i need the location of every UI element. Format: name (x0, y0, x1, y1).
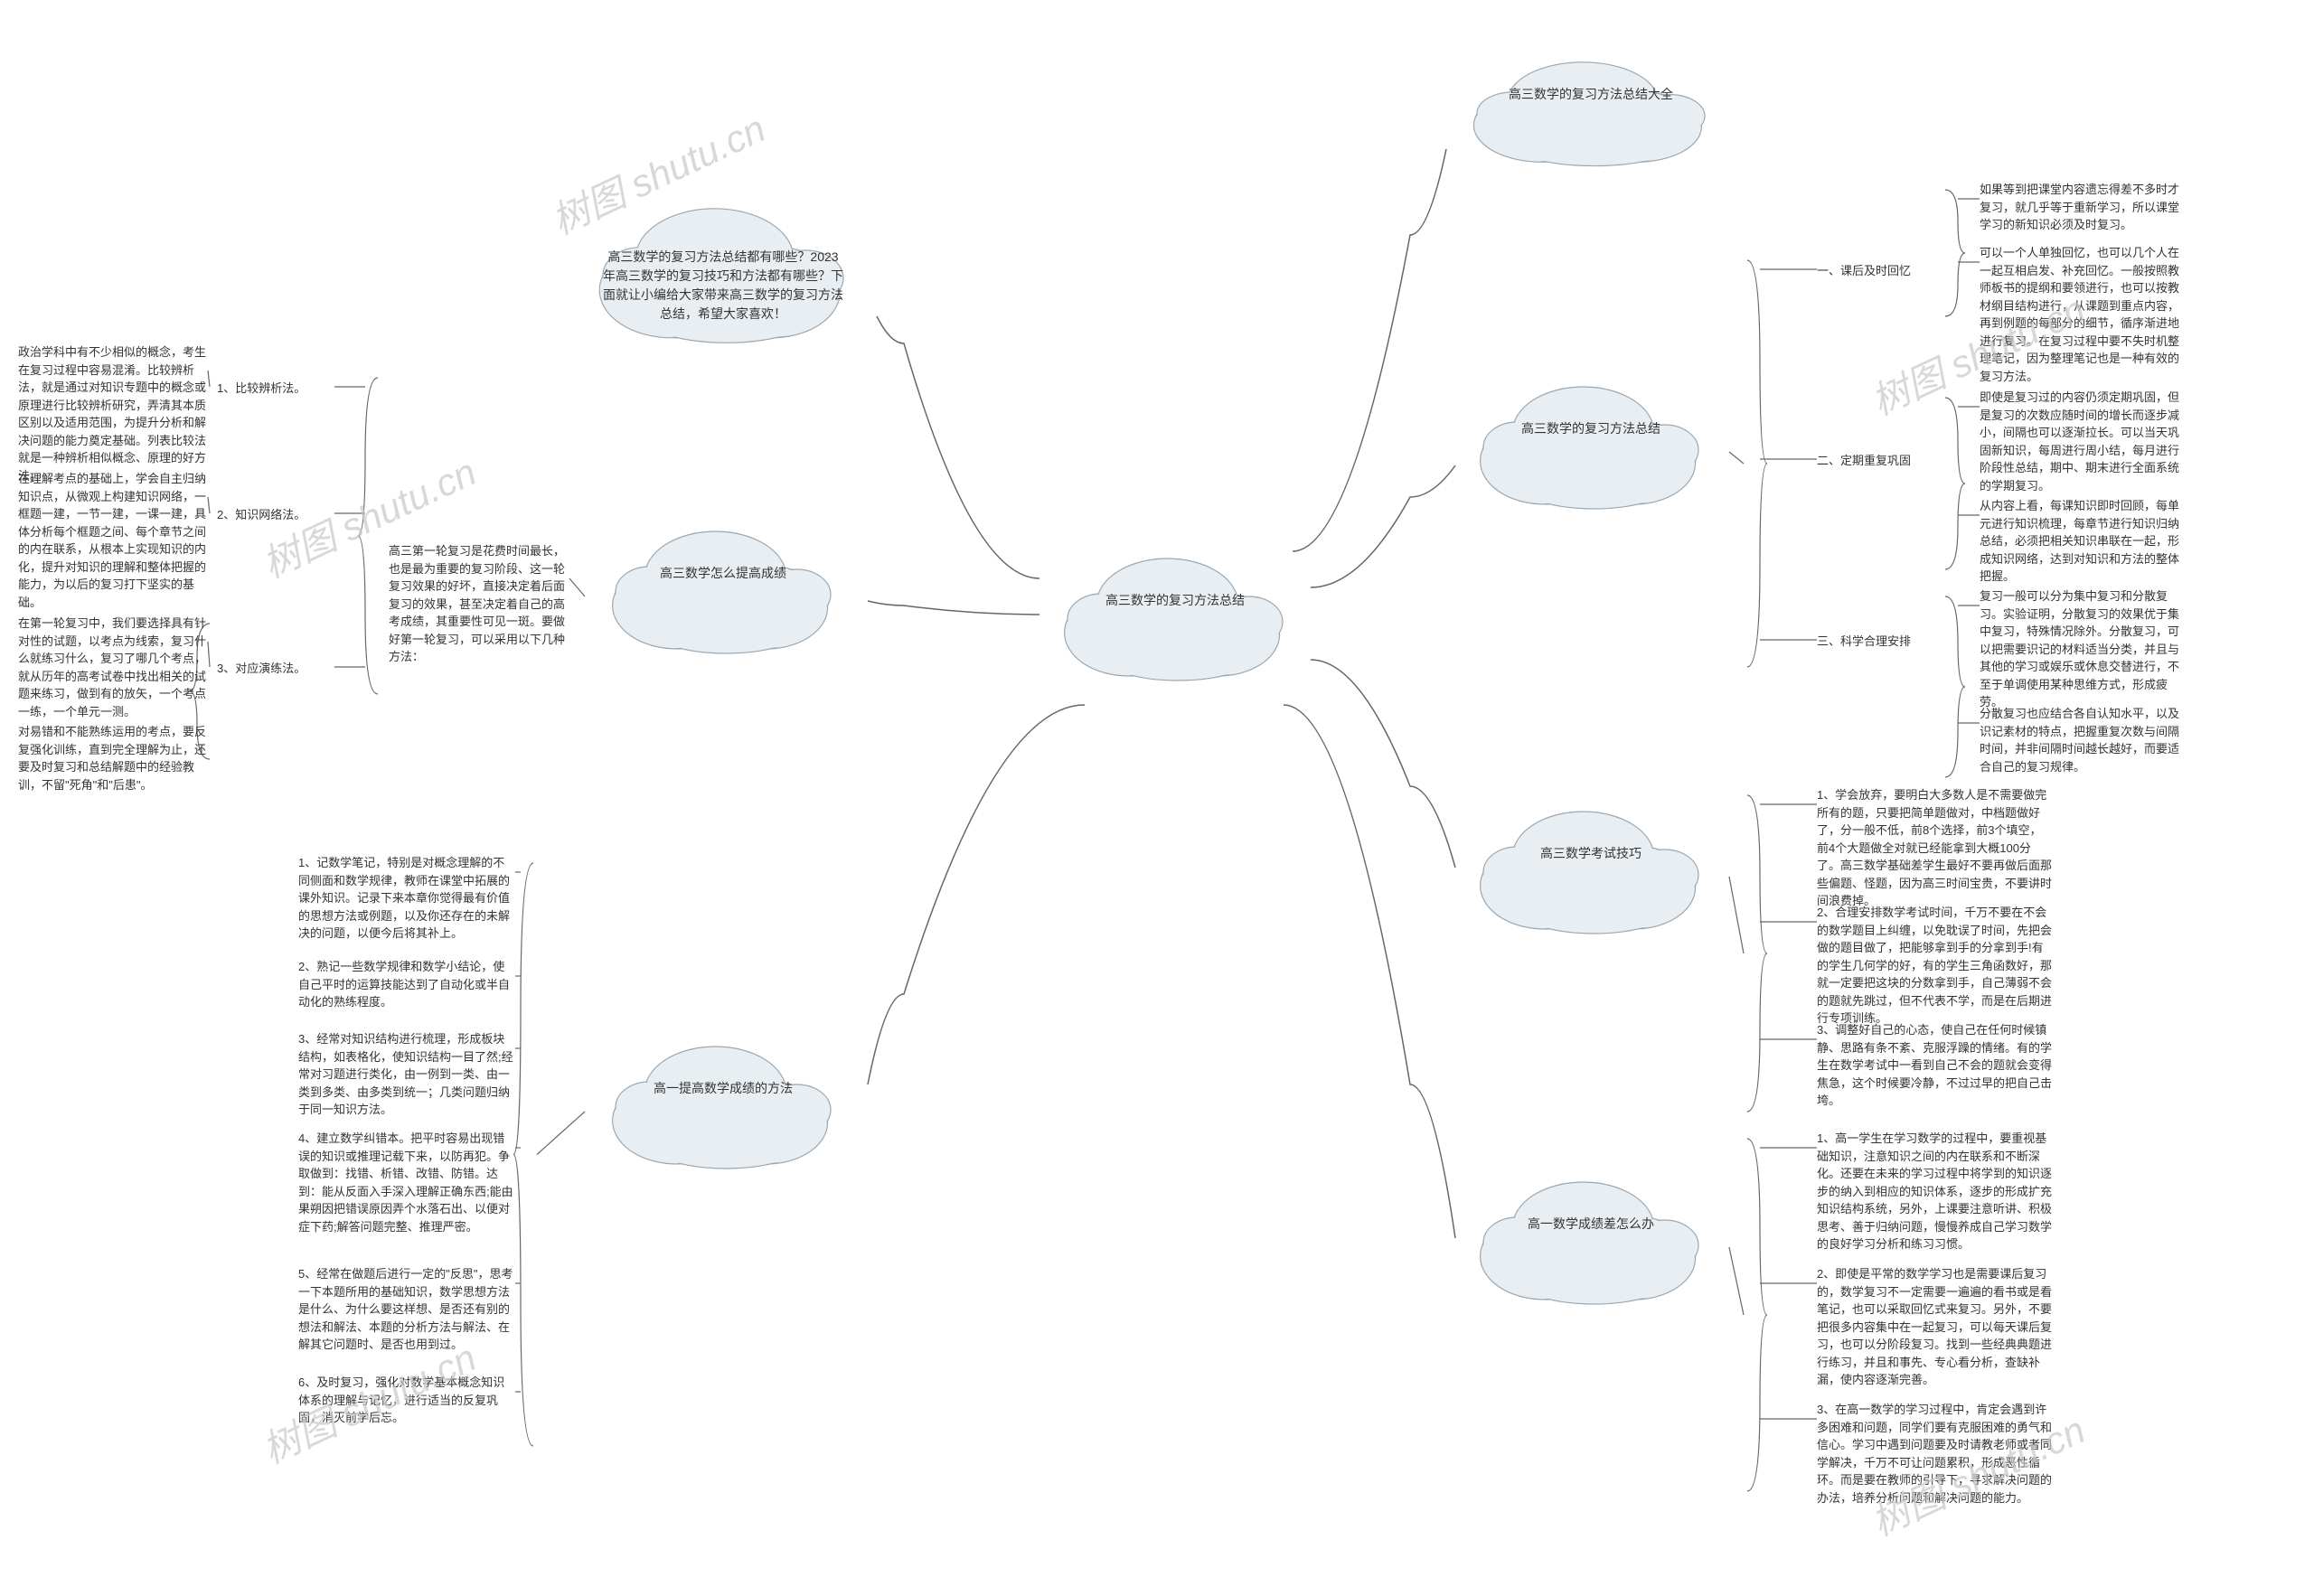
text-node: 高三数学的复习方法总结 (1068, 591, 1283, 610)
text-node: 复习一般可以分为集中复习和分散复习。实验证明，分散复习的效果优于集中复习，特殊情… (1980, 587, 2187, 711)
cloud-node (1481, 387, 1698, 509)
text-node: 3、在高一数学的学习过程中，肯定会遇到许多困难和问题，同学们要有克服困难的勇气和… (1817, 1401, 2052, 1507)
text-node: 高三数学的复习方法总结大全 (1477, 85, 1705, 104)
cloud-node (1481, 812, 1698, 934)
text-node: 在第一轮复习中，我们要选择具有针对性的试题，以考点为线索，复习什么就练习什么，复… (18, 615, 208, 720)
text-node: 一、课后及时回忆 (1817, 262, 1934, 280)
text-node: 3、经常对知识结构进行梳理，形成板块结构，如表格化，使知识结构一目了然;经常对习… (298, 1030, 515, 1119)
text-node: 政治学科中有不少相似的概念，考生在复习过程中容易混淆。比较辨析法，就是通过对知识… (18, 343, 208, 484)
text-node: 可以一个人单独回忆，也可以几个人在一起互相启发、补充回忆。一般按照教师板书的提纲… (1980, 244, 2187, 385)
text-node: 1、学会放弃，要明白大多数人是不需要做完所有的题，只要把简单题做对，中档题做好了… (1817, 786, 2052, 910)
text-node: 2、熟记一些数学规律和数学小结论，使自己平时的运算技能达到了自动化或半自动化的熟… (298, 958, 515, 1011)
cloud-node (1065, 559, 1283, 681)
text-node: 高一数学成绩差怎么办 (1483, 1215, 1698, 1234)
text-node: 高三数学考试技巧 (1483, 844, 1698, 863)
text-node: 6、及时复习，强化对数学基本概念知识体系的理解与记忆，进行适当的反复巩固，消灭前… (298, 1374, 515, 1427)
text-node: 1、比较辨析法。 (217, 380, 334, 398)
text-node: 3、调整好自己的心态，使自己在任何时候镇静、思路有条不紊、克服浮躁的情绪。有的学… (1817, 1021, 2052, 1110)
text-node: 1、高一学生在学习数学的过程中，要重视基础知识，注意知识之间的内在联系和不断深化… (1817, 1130, 2052, 1253)
text-node: 3、对应演练法。 (217, 660, 334, 678)
text-node: 高三数学怎么提高成绩 (616, 564, 831, 583)
text-node: 2、合理安排数学考试时间，千万不要在不会的数学题目上纠缠，以免耽误了时间，先把会… (1817, 904, 2052, 1028)
text-node: 5、经常在做题后进行一定的"反思"，思考一下本题所用的基础知识，数学思想方法是什… (298, 1265, 515, 1354)
text-node: 二、定期重复巩固 (1817, 452, 1934, 470)
cloud-node (1481, 1182, 1698, 1304)
text-node: 即使是复习过的内容仍须定期巩固，但是复习的次数应随时间的增长而逐步减小，间隔也可… (1980, 389, 2187, 494)
text-node: 从内容上看，每课知识即时回顾，每单元进行知识梳理，每章节进行知识归纳总结，必须把… (1980, 497, 2187, 586)
cloud-node (1473, 62, 1705, 166)
text-node: 分散复习也应结合各自认知水平，以及识记素材的特点，把握重复次数与间隔时间，并非间… (1980, 705, 2187, 775)
text-node: 在理解考点的基础上，学会自主归纳知识点，从微观上构建知识网络，一框题一建，一节一… (18, 470, 208, 611)
text-node: 高一提高数学成绩的方法 (616, 1079, 831, 1098)
text-node: 高三数学的复习方法总结都有哪些？2023年高三数学的复习技巧和方法都有哪些？下面… (603, 248, 843, 324)
text-node: 2、知识网络法。 (217, 506, 334, 524)
text-node: 对易错和不能熟练运用的考点，要反复强化训练，直到完全理解为止，还要及时复习和总结… (18, 723, 208, 793)
text-node: 三、科学合理安排 (1817, 633, 1934, 651)
text-node: 1、记数学笔记，特别是对概念理解的不同侧面和数学规律，教师在课堂中拓展的课外知识… (298, 854, 515, 943)
text-node: 高三第一轮复习是花费时间最长，也是最为重要的复习阶段、这一轮复习效果的好坏，直接… (389, 542, 569, 666)
text-node: 高三数学的复习方法总结 (1483, 419, 1698, 438)
text-node: 2、即使是平常的数学学习也是需要课后复习的，数学复习不一定需要一遍遍的看书或是看… (1817, 1265, 2052, 1389)
text-node: 4、建立数学纠错本。把平时容易出现错误的知识或推理记载下来，以防再犯。争取做到：… (298, 1130, 515, 1235)
cloud-node (613, 1047, 831, 1169)
cloud-node (613, 531, 831, 653)
text-node: 如果等到把课堂内容遗忘得差不多时才复习，就几乎等于重新学习，所以课堂学习的新知识… (1980, 181, 2187, 234)
